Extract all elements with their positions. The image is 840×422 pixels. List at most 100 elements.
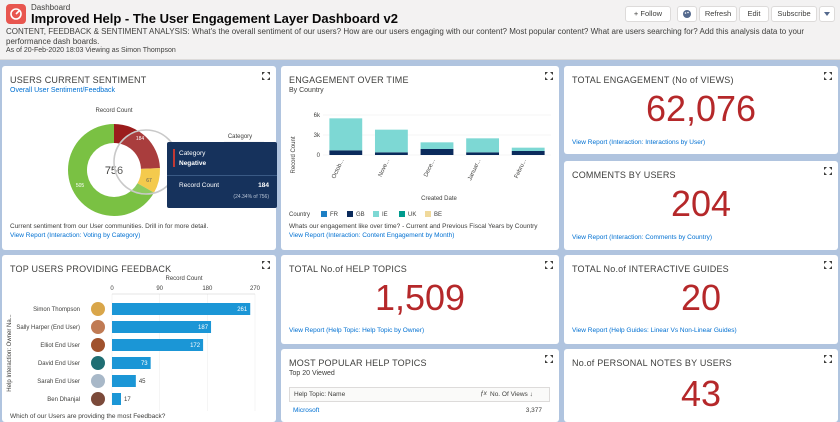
panel-title: ENGAGEMENT OVER TIME: [289, 75, 409, 85]
guides-value: 20: [680, 277, 722, 318]
theme-toggle-button[interactable]: [677, 6, 697, 22]
donut-center-total: 756: [105, 165, 123, 177]
comments-value: 204: [670, 183, 732, 224]
donut-slice-positive[interactable]: [68, 124, 155, 216]
bar-segment-ie[interactable]: [420, 142, 454, 149]
x-axis-label: Record Count: [165, 276, 202, 282]
legend-swatch: [347, 211, 353, 217]
user-bar[interactable]: [112, 393, 122, 405]
user-bar[interactable]: [112, 303, 251, 315]
legend-title: Category: [228, 134, 252, 140]
engagement-bar-chart[interactable]: Record Count Created Date 6k 3k 0 Octob... N…: [281, 100, 559, 230]
expand-icon[interactable]: [545, 261, 553, 269]
bar-category-label: Simon Thompson: [33, 307, 80, 313]
topic-name-cell[interactable]: Microsoft: [293, 407, 320, 414]
panel-title: TOTAL No.of HELP TOPICS: [289, 264, 407, 274]
bar-segment-gb[interactable]: [329, 150, 363, 155]
top-users-note: Which of our Users are providing the mos…: [10, 413, 166, 420]
expand-icon[interactable]: [262, 72, 270, 80]
legend-title: Country: [289, 212, 310, 218]
expand-icon[interactable]: [824, 261, 832, 269]
panel-title: TOTAL No.of INTERACTIVE GUIDES: [572, 264, 729, 274]
donut-slice-negative[interactable]: [114, 124, 160, 169]
bar-segment-ie[interactable]: [511, 147, 545, 151]
expand-icon[interactable]: [262, 261, 270, 269]
bar-value-label: 17: [124, 397, 131, 403]
refresh-button[interactable]: Refresh: [699, 6, 737, 22]
tooltip-count-label: Record Count: [179, 182, 220, 189]
total-engagement-value: 62,076: [645, 88, 757, 129]
engagement-view-report-link[interactable]: View Report (Interaction: Content Engage…: [289, 232, 455, 239]
x-axis-label: Created Date: [421, 196, 457, 202]
bar-value-label: 73: [141, 361, 148, 367]
tooltip-color-marker: [173, 149, 175, 167]
col-header-topic-name[interactable]: Help Topic: Name: [294, 391, 346, 398]
tooltip-percentage: (24.34% of 756): [233, 194, 269, 200]
donut-slice-neutral[interactable]: [137, 168, 160, 193]
total-engagement-panel: TOTAL ENGAGEMENT (No of VIEWS) 62,076 Vi…: [564, 66, 838, 154]
sentiment-view-report-link[interactable]: View Report (Interaction: Voting by Cate…: [10, 232, 141, 239]
expand-icon[interactable]: [824, 167, 832, 175]
user-bar[interactable]: [112, 321, 212, 333]
tooltip-category-value: Negative: [179, 160, 207, 167]
formula-icon: ƒx: [480, 390, 487, 397]
subscribe-button[interactable]: Subscribe: [771, 6, 817, 22]
y-tick-label: 6k: [314, 113, 321, 119]
tooltip-count-value: 184: [258, 182, 269, 189]
bar-value-label: 187: [198, 325, 209, 331]
comments-view-report-link[interactable]: View Report (Interaction: Comments by Co…: [572, 234, 713, 241]
user-bar[interactable]: [112, 375, 136, 387]
expand-icon[interactable]: [824, 355, 832, 363]
user-avatar: [91, 392, 105, 406]
guides-view-report-link[interactable]: View Report (Help Guides: Linear Vs Non-…: [572, 327, 737, 334]
comments-panel: COMMENTS BY USERS 204 View Report (Inter…: [564, 161, 838, 250]
legend-label: FR: [330, 212, 339, 218]
x-tick-label: 180: [202, 286, 213, 292]
bar-segment-gb[interactable]: [466, 152, 500, 155]
help-topics-view-report-link[interactable]: View Report (Help Topic: Help Topic by O…: [289, 327, 425, 334]
user-avatar: [91, 356, 105, 370]
x-tick-label: Nove...: [378, 158, 392, 178]
expand-icon[interactable]: [545, 355, 553, 363]
follow-button[interactable]: + Follow: [625, 6, 671, 22]
bar-segment-ie[interactable]: [329, 118, 363, 151]
palette-icon: [683, 10, 691, 18]
bar-segment-gb[interactable]: [374, 152, 408, 155]
more-actions-button[interactable]: [819, 6, 835, 22]
expand-icon[interactable]: [824, 72, 832, 80]
bar-segment-ie[interactable]: [466, 138, 500, 153]
breadcrumb[interactable]: Dashboard: [31, 3, 71, 12]
y-tick-label: 3k: [314, 133, 321, 139]
page-title: Improved Help - The User Engagement Laye…: [31, 11, 398, 26]
expand-icon[interactable]: [545, 72, 553, 80]
guides-panel: TOTAL No.of INTERACTIVE GUIDES 20 View R…: [564, 255, 838, 344]
x-tick-label: 90: [156, 286, 163, 292]
panel-title: MOST POPULAR HELP TOPICS: [289, 358, 427, 368]
user-avatar: [91, 302, 105, 316]
col-header-views[interactable]: No. Of Views ↓: [490, 391, 533, 398]
total-engagement-view-report-link[interactable]: View Report (Interaction: Interactions b…: [572, 139, 706, 146]
user-avatar: [91, 374, 105, 388]
user-avatar: [91, 320, 105, 334]
legend-swatch: [321, 211, 327, 217]
panel-title: TOTAL ENGAGEMENT (No of VIEWS): [572, 75, 734, 85]
sentiment-note: Current sentiment from our User communit…: [10, 223, 209, 230]
panel-title: TOP USERS PROVIDING FEEDBACK: [10, 264, 172, 274]
user-bar[interactable]: [112, 357, 151, 369]
help-topics-panel: TOTAL No.of HELP TOPICS 1,509 View Repor…: [281, 255, 559, 344]
user-bar[interactable]: [112, 339, 204, 351]
chart-tooltip: Category Negative Record Count 184 (24.3…: [167, 142, 277, 208]
x-tick-label: Januar...: [467, 158, 482, 182]
legend-label: GB: [356, 212, 365, 218]
bar-segment-gb[interactable]: [511, 151, 545, 155]
engagement-note: Whats our engagement like over time? - C…: [289, 223, 538, 230]
bar-category-label: Sarah End User: [37, 379, 80, 385]
bar-segment-gb[interactable]: [420, 149, 454, 155]
bar-value-label: 261: [237, 307, 248, 313]
bar-category-label: Elliot End User: [40, 343, 80, 349]
bar-segment-ie[interactable]: [374, 129, 408, 153]
legend-swatch: [399, 211, 405, 217]
edit-button[interactable]: Edit: [739, 6, 769, 22]
top-users-bar-chart[interactable]: Record Count Help Interaction: Owner Na.…: [2, 273, 276, 413]
y-axis-label: Record Count: [291, 136, 297, 173]
